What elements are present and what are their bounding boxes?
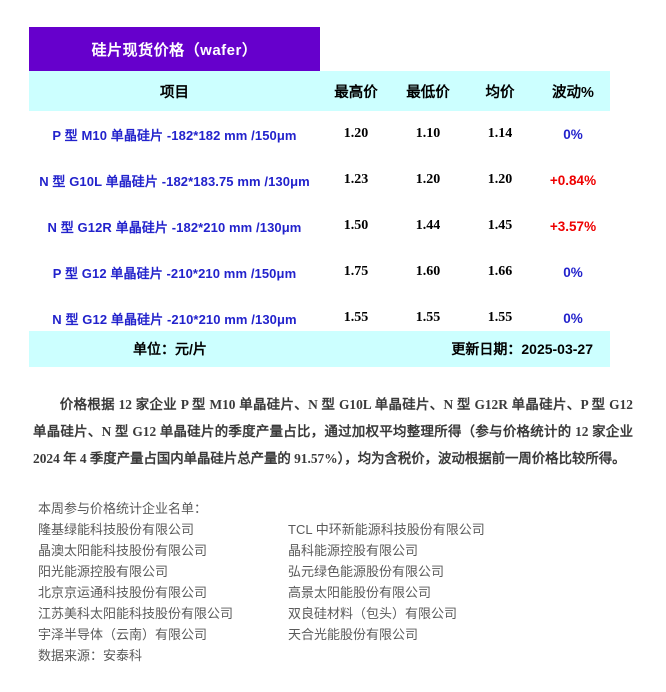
- companies-rows: 隆基绿能科技股份有限公司 TCL 中环新能源科技股份有限公司晶澳太阳能科技股份有限…: [38, 519, 638, 645]
- unit-label: 单位：元/片: [133, 341, 207, 357]
- row-change: +0.84%: [536, 157, 610, 203]
- row-avg-price: 1.14: [464, 111, 536, 157]
- table-row: P 型 M10 单晶硅片 -182*182 mm /150μm 1.20 1.10 1…: [29, 111, 610, 157]
- company-name: 弘元绿色能源股份有限公司: [288, 564, 445, 579]
- row-low-price: 1.44: [392, 203, 464, 249]
- update-date-label: 更新日期：2025-03-27: [451, 341, 593, 357]
- row-low-price: 1.20: [392, 157, 464, 203]
- table-row: N 型 G10L 单晶硅片 -182*183.75 mm /130μm 1.23 1…: [29, 157, 610, 203]
- data-source-label: 数据来源：安泰科: [38, 648, 143, 663]
- unit-date-band: 单位：元/片 更新日期：2025-03-27: [29, 331, 610, 367]
- company-name: TCL 中环新能源科技股份有限公司: [288, 522, 485, 537]
- row-change: 0%: [536, 249, 610, 295]
- row-high-price: 1.23: [320, 157, 392, 203]
- row-avg-price: 1.66: [464, 249, 536, 295]
- companies-heading: 本周参与价格统计企业名单：: [38, 501, 208, 516]
- row-low-price: 1.10: [392, 111, 464, 157]
- row-high-price: 1.75: [320, 249, 392, 295]
- row-item-name: P 型 G12 单晶硅片 -210*210 mm /150μm: [29, 249, 320, 295]
- column-header-avg: 均价: [464, 71, 536, 111]
- table-row: P 型 G12 单晶硅片 -210*210 mm /150μm 1.75 1.60 1…: [29, 249, 610, 295]
- company-name: 北京京运通科技股份有限公司: [38, 585, 208, 600]
- row-high-price: 1.20: [320, 111, 392, 157]
- company-row: 阳光能源控股有限公司 弘元绿色能源股份有限公司: [38, 561, 638, 582]
- row-change: 0%: [536, 111, 610, 157]
- company-row: 江苏美科太阳能科技股份有限公司 双良硅材料（包头）有限公司: [38, 603, 638, 624]
- company-name: 江苏美科太阳能科技股份有限公司: [38, 606, 234, 621]
- row-item-name: N 型 G12R 单晶硅片 -182*210 mm /130μm: [29, 203, 320, 249]
- column-header-item: 项目: [29, 71, 320, 111]
- price-table-body: P 型 M10 单晶硅片 -182*182 mm /150μm 1.20 1.10 1…: [29, 111, 610, 341]
- participating-companies: 本周参与价格统计企业名单： 隆基绿能科技股份有限公司 TCL 中环新能源科技股份有…: [38, 498, 638, 666]
- company-name: 双良硅材料（包头）有限公司: [288, 606, 458, 621]
- company-name: 晶澳太阳能科技股份有限公司: [38, 543, 208, 558]
- banner-title-text: 硅片现货价格（wafer）: [91, 41, 258, 59]
- price-table-wrapper: 项目 最高价 最低价 均价 波动% P 型 M10 单晶硅片 -182*182 …: [29, 71, 610, 341]
- company-name: 隆基绿能科技股份有限公司: [38, 522, 195, 537]
- row-avg-price: 1.20: [464, 157, 536, 203]
- price-table: 项目 最高价 最低价 均价 波动% P 型 M10 单晶硅片 -182*182 …: [29, 71, 610, 341]
- header-row: 项目 最高价 最低价 均价 波动%: [29, 71, 610, 111]
- row-item-name: N 型 G10L 单晶硅片 -182*183.75 mm /130μm: [29, 157, 320, 203]
- methodology-note: 价格根据 12 家企业 P 型 M10 单晶硅片、N 型 G10L 单晶硅片、N…: [33, 397, 633, 467]
- column-header-change: 波动%: [536, 71, 610, 111]
- price-table-header: 项目 最高价 最低价 均价 波动%: [29, 71, 610, 111]
- company-row: 宇泽半导体（云南）有限公司 天合光能股份有限公司: [38, 624, 638, 645]
- column-header-low: 最低价: [392, 71, 464, 111]
- row-avg-price: 1.45: [464, 203, 536, 249]
- row-high-price: 1.50: [320, 203, 392, 249]
- row-low-price: 1.60: [392, 249, 464, 295]
- company-row: 北京京运通科技股份有限公司 高景太阳能股份有限公司: [38, 582, 638, 603]
- company-name: 晶科能源控股有限公司: [288, 543, 419, 558]
- company-name: 天合光能股份有限公司: [288, 627, 419, 642]
- company-row: 晶澳太阳能科技股份有限公司 晶科能源控股有限公司: [38, 540, 638, 561]
- company-name: 宇泽半导体（云南）有限公司: [38, 627, 208, 642]
- table-row: N 型 G12R 单晶硅片 -182*210 mm /130μm 1.50 1.44…: [29, 203, 610, 249]
- row-change: +3.57%: [536, 203, 610, 249]
- company-row: 隆基绿能科技股份有限公司 TCL 中环新能源科技股份有限公司: [38, 519, 638, 540]
- company-name: 高景太阳能股份有限公司: [288, 585, 432, 600]
- row-item-name: P 型 M10 单晶硅片 -182*182 mm /150μm: [29, 111, 320, 157]
- company-name: 阳光能源控股有限公司: [38, 564, 169, 579]
- column-header-high: 最高价: [320, 71, 392, 111]
- title-banner: 硅片现货价格（wafer）: [29, 27, 320, 71]
